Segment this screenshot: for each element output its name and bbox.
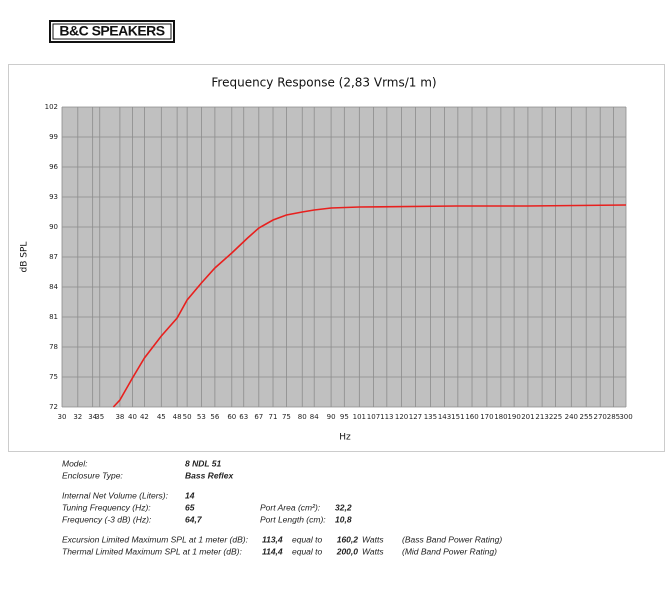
y-tick-label: 87 bbox=[49, 253, 58, 261]
spec-text: Watts bbox=[362, 546, 384, 556]
spec-text: (Mid Band Power Rating) bbox=[402, 546, 497, 556]
x-tick-label: 56 bbox=[210, 413, 219, 421]
spec-text: Frequency (-3 dB) (Hz): bbox=[62, 514, 152, 524]
x-tick-label: 151 bbox=[451, 413, 464, 421]
x-tick-label: 127 bbox=[409, 413, 422, 421]
x-tick-label: 32 bbox=[73, 413, 82, 421]
x-tick-label: 107 bbox=[367, 413, 380, 421]
y-tick-label: 75 bbox=[49, 373, 58, 381]
spec-text: Bass Reflex bbox=[185, 470, 234, 480]
spec-text: Enclosure Type: bbox=[62, 470, 123, 480]
x-tick-label: 60 bbox=[227, 413, 236, 421]
y-tick-label: 102 bbox=[45, 103, 58, 111]
y-tick-label: 72 bbox=[49, 403, 58, 411]
x-tick-label: 48 bbox=[173, 413, 182, 421]
x-tick-label: 84 bbox=[310, 413, 319, 421]
x-tick-label: 120 bbox=[395, 413, 408, 421]
chart-title: Frequency Response (2,83 Vrms/1 m) bbox=[211, 76, 436, 90]
x-tick-label: 30 bbox=[58, 413, 67, 421]
spec-text: equal to bbox=[292, 534, 323, 544]
x-tick-label: 300 bbox=[619, 413, 632, 421]
x-tick-label: 160 bbox=[465, 413, 478, 421]
spec-text: Excursion Limited Maximum SPL at 1 meter… bbox=[62, 534, 249, 544]
x-tick-label: 63 bbox=[239, 413, 248, 421]
y-tick-label: 84 bbox=[49, 283, 58, 291]
logo-inner bbox=[52, 23, 172, 40]
y-tick-label: 93 bbox=[49, 193, 58, 201]
x-tick-label: 71 bbox=[269, 413, 278, 421]
x-tick-label: 90 bbox=[327, 413, 336, 421]
spec-text: Port Length (cm): bbox=[260, 514, 326, 524]
x-tick-label: 101 bbox=[353, 413, 366, 421]
x-tick-label: 135 bbox=[424, 413, 437, 421]
y-tick-label: 90 bbox=[49, 223, 58, 231]
y-tick-label: 96 bbox=[49, 163, 58, 171]
spec-text: Port Area (cm²): bbox=[260, 502, 321, 512]
spec-text: (Bass Band Power Rating) bbox=[402, 534, 502, 544]
spec-text: 8 NDL 51 bbox=[185, 458, 221, 468]
spec-text: Thermal Limited Maximum SPL at 1 meter (… bbox=[62, 546, 242, 556]
spec-text: 64,7 bbox=[185, 514, 203, 524]
spec-text: 65 bbox=[185, 502, 195, 512]
x-tick-label: 67 bbox=[254, 413, 263, 421]
x-tick-label: 240 bbox=[565, 413, 578, 421]
spec-text: Tuning Frequency (Hz): bbox=[62, 502, 151, 512]
x-tick-label: 75 bbox=[282, 413, 291, 421]
spec-text: equal to bbox=[292, 546, 323, 556]
x-tick-label: 53 bbox=[197, 413, 206, 421]
x-tick-label: 270 bbox=[594, 413, 607, 421]
spec-text: Internal Net Volume (Liters): bbox=[62, 490, 169, 500]
x-tick-label: 42 bbox=[140, 413, 149, 421]
x-tick-label: 34 bbox=[88, 413, 97, 421]
x-tick-label: 143 bbox=[438, 413, 451, 421]
x-tick-label: 80 bbox=[298, 413, 307, 421]
spec-text: 113,4 bbox=[262, 534, 283, 544]
x-tick-label: 170 bbox=[480, 413, 493, 421]
x-tick-label: 38 bbox=[115, 413, 124, 421]
x-tick-label: 285 bbox=[607, 413, 620, 421]
x-tick-label: 180 bbox=[494, 413, 507, 421]
spec-text: Model: bbox=[62, 458, 88, 468]
x-tick-label: 190 bbox=[507, 413, 520, 421]
x-tick-label: 40 bbox=[128, 413, 137, 421]
x-tick-label: 255 bbox=[580, 413, 593, 421]
x-tick-label: 95 bbox=[340, 413, 349, 421]
spec-text: 32,2 bbox=[335, 502, 352, 512]
spec-text: 200,0 bbox=[336, 546, 359, 556]
spec-text: 10,8 bbox=[335, 514, 352, 524]
x-tick-label: 113 bbox=[380, 413, 393, 421]
spec-text: 114,4 bbox=[262, 546, 283, 556]
x-tick-label: 213 bbox=[535, 413, 548, 421]
y-tick-label: 78 bbox=[49, 343, 58, 351]
spec-text: 160,2 bbox=[337, 534, 359, 544]
y-tick-label: 81 bbox=[49, 313, 58, 321]
spec-text: 14 bbox=[185, 490, 195, 500]
logo: B&C SPEAKERS bbox=[59, 23, 164, 39]
x-tick-label: 50 bbox=[183, 413, 192, 421]
x-axis-label: Hz bbox=[339, 433, 351, 443]
y-axis-label: dB SPL bbox=[20, 242, 30, 273]
x-tick-label: 225 bbox=[549, 413, 562, 421]
x-tick-label: 201 bbox=[521, 413, 534, 421]
data-line bbox=[112, 204, 627, 408]
x-tick-label: 45 bbox=[157, 413, 166, 421]
y-tick-label: 99 bbox=[49, 133, 58, 141]
spec-text: Watts bbox=[362, 534, 384, 544]
x-tick-label: 35 bbox=[95, 413, 104, 421]
